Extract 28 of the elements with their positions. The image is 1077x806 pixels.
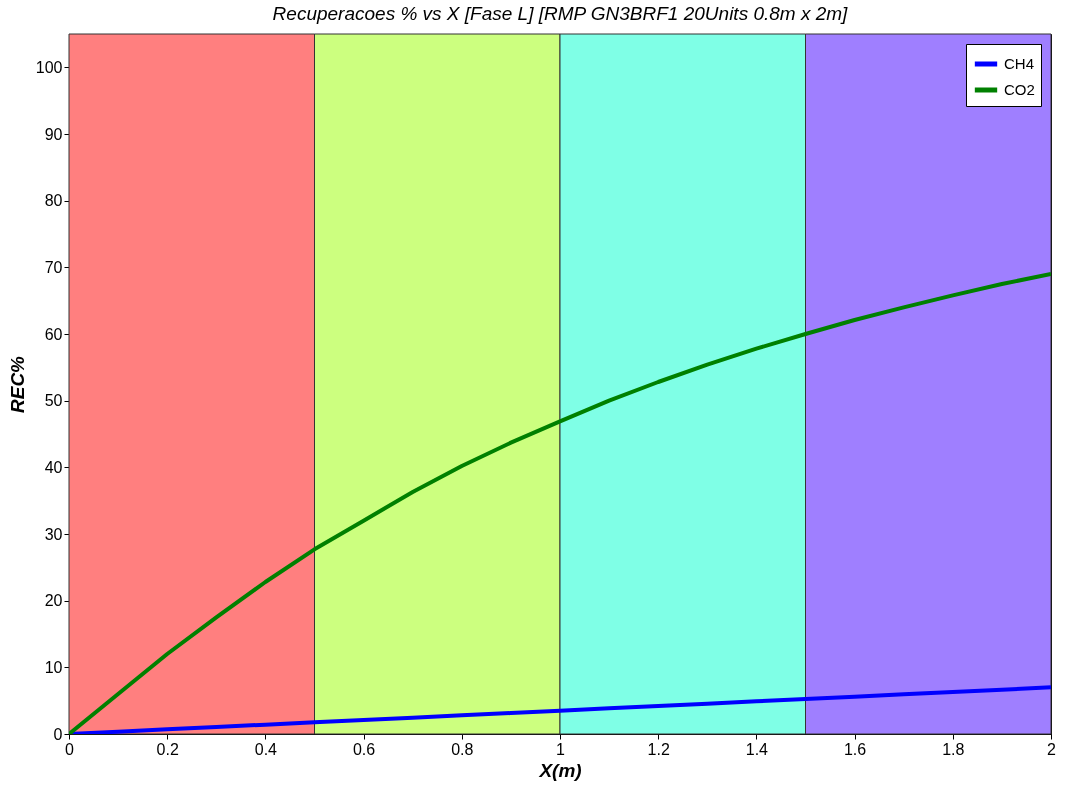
x-tick-label: 0.2 [156,740,179,758]
x-tick-label: 0.4 [254,740,278,758]
legend-label: CO2 [1004,81,1035,98]
y-tick-label: 20 [44,592,63,610]
x-tick-label: 2 [1047,740,1057,758]
x-tick-label: 1.4 [745,740,769,758]
y-tick-label: 10 [44,658,63,676]
y-tick-label: 100 [35,58,63,76]
legend-label: CH4 [1004,55,1035,72]
x-tick-label: 1.8 [942,740,965,758]
line-series [69,272,1051,734]
y-tick-label: 40 [44,458,63,476]
y-tick-label: 80 [44,192,63,210]
x-tick-label: 1.2 [647,740,670,758]
chart-title: Recuperacoes % vs X [Fase L] [RMP GN3BRF1 20Units 0.8m x 2m] [272,2,849,24]
y-tick-label: 60 [44,325,63,343]
x-tick-label: 1.6 [843,740,867,758]
y-tick-label: 0 [53,725,63,743]
y-axis-title: REC% [6,355,28,414]
x-axis-title: X(m) [538,759,582,781]
y-tick-label: 30 [44,525,63,543]
y-tick-label: 90 [44,125,63,143]
x-tick-label: 1 [556,740,566,758]
y-tick-label: 50 [44,392,63,410]
y-tick-label: 70 [44,258,63,276]
x-tick-label: 0.6 [352,740,376,758]
x-tick-label: 0 [65,740,75,758]
x-tick-label: 0.8 [451,740,474,758]
